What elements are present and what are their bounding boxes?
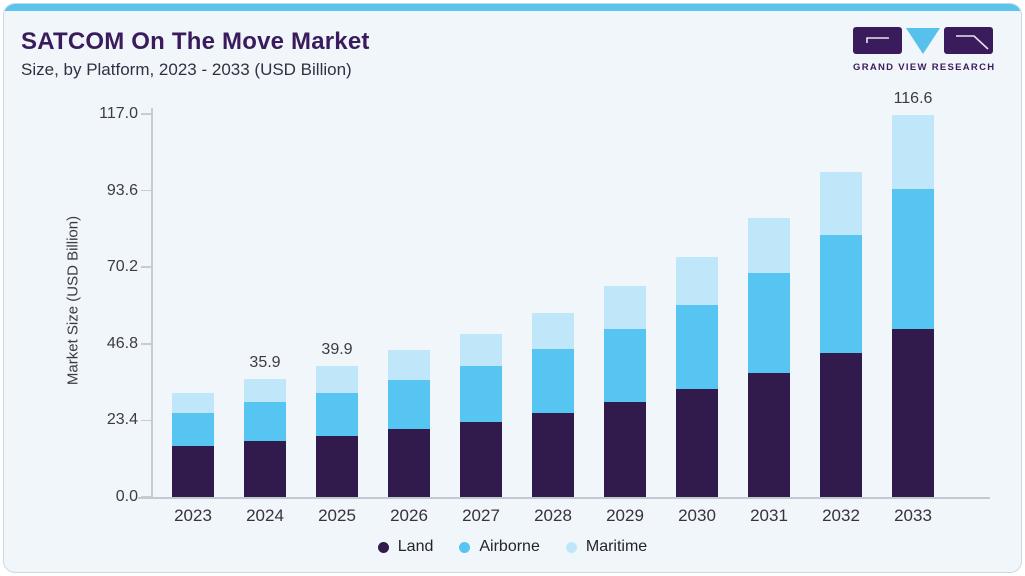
legend-dot-airborne-icon [459,541,471,553]
bar-segment-maritime [388,350,430,381]
bar-segment-maritime [604,286,646,329]
y-tick-label: 93.6 [106,181,138,199]
bar-segment-airborne [460,366,502,423]
bar-segment-maritime [820,171,862,236]
x-axis-year-label: 2027 [462,506,500,525]
y-tick-mark [141,496,152,498]
bar-segment-airborne [892,188,934,329]
accent-top-strip [4,4,1021,11]
y-tick-label: 23.4 [106,411,138,429]
bar-segment-airborne [820,235,862,353]
bar-segment-land [820,352,862,497]
chart-title: SATCOM On The Move Market [21,28,370,55]
bar-segment-airborne [172,412,214,447]
x-axis-year-label: 2031 [750,506,788,525]
legend-item-land: Land [377,538,434,556]
legend-label-maritime: Maritime [585,538,648,555]
bar-segment-land [676,388,718,497]
bar-segment-land [604,401,646,497]
legend-label-airborne: Airborne [479,538,540,555]
bar-total-label: 116.6 [893,90,933,108]
bar-segment-land [388,429,430,497]
x-axis-year-label: 2030 [678,506,716,525]
y-tick-mark [141,189,152,192]
bar-segment-maritime [316,366,358,393]
legend-item-airborne: Airborne [459,538,540,556]
bar-segment-maritime [172,392,214,413]
bar-segment-airborne [676,304,718,389]
y-axis-title: Market Size (USD Billion) [64,215,82,386]
bar-segment-land [892,328,934,497]
bar-total-label: 35.9 [249,354,281,372]
gvr-logo-marks [853,27,993,56]
bar-segment-airborne [604,328,646,402]
x-axis-year-label: 2023 [174,506,212,525]
x-axis-year-label: 2025 [318,506,356,525]
bar-segment-airborne [244,401,286,441]
x-axis-year-label: 2029 [606,506,644,525]
bar-segment-maritime [748,218,790,274]
bar-segment-land [244,440,286,497]
y-tick-label: 70.2 [106,258,138,276]
gvr-brand-name: GRAND VIEW RESEARCH [853,62,996,73]
bar-segment-airborne [316,392,358,437]
y-tick-mark [141,266,152,268]
chart-subtitle: Size, by Platform, 2023 - 2033 (USD Bill… [21,60,352,79]
gvr-logo-g-icon [853,27,902,54]
bar-segment-land [316,436,358,497]
gvr-logo: GRAND VIEW RESEARCH [853,27,996,73]
x-axis-year-label: 2024 [246,506,284,525]
legend-dot-land-icon [377,541,389,553]
x-axis-year-label: 2028 [534,506,572,525]
bar-segment-land [460,422,502,497]
chart-legend: Land Airborne Maritime [0,538,1025,556]
gvr-logo-r-icon [944,27,993,54]
bar-segment-airborne [532,349,574,413]
x-axis-year-label: 2032 [822,506,860,525]
bar-segment-airborne [388,380,430,430]
bar-total-label: 39.9 [321,341,353,359]
legend-item-maritime: Maritime [565,538,648,556]
bar-segment-airborne [748,273,790,374]
bar-segment-maritime [532,312,574,350]
x-axis-year-label: 2033 [894,506,932,525]
legend-dot-maritime-icon [565,541,577,553]
y-axis-line [151,108,153,499]
y-tick-mark [141,419,152,422]
y-tick-mark [141,113,152,115]
y-tick-label: 46.8 [106,334,138,352]
y-tick-mark [141,343,152,345]
bar-segment-maritime [244,379,286,402]
legend-label-land: Land [397,538,434,555]
bar-segment-maritime [676,256,718,305]
y-tick-label: 117.0 [99,105,138,122]
x-axis-year-label: 2026 [390,506,428,525]
x-axis-line [138,497,990,499]
bar-segment-maritime [460,333,502,367]
bar-segment-land [172,446,214,497]
y-tick-label: 0.0 [115,488,138,505]
bar-segment-land [532,412,574,497]
gvr-logo-v-icon [906,28,940,54]
bar-segment-land [748,373,790,497]
bar-segment-maritime [892,115,934,189]
